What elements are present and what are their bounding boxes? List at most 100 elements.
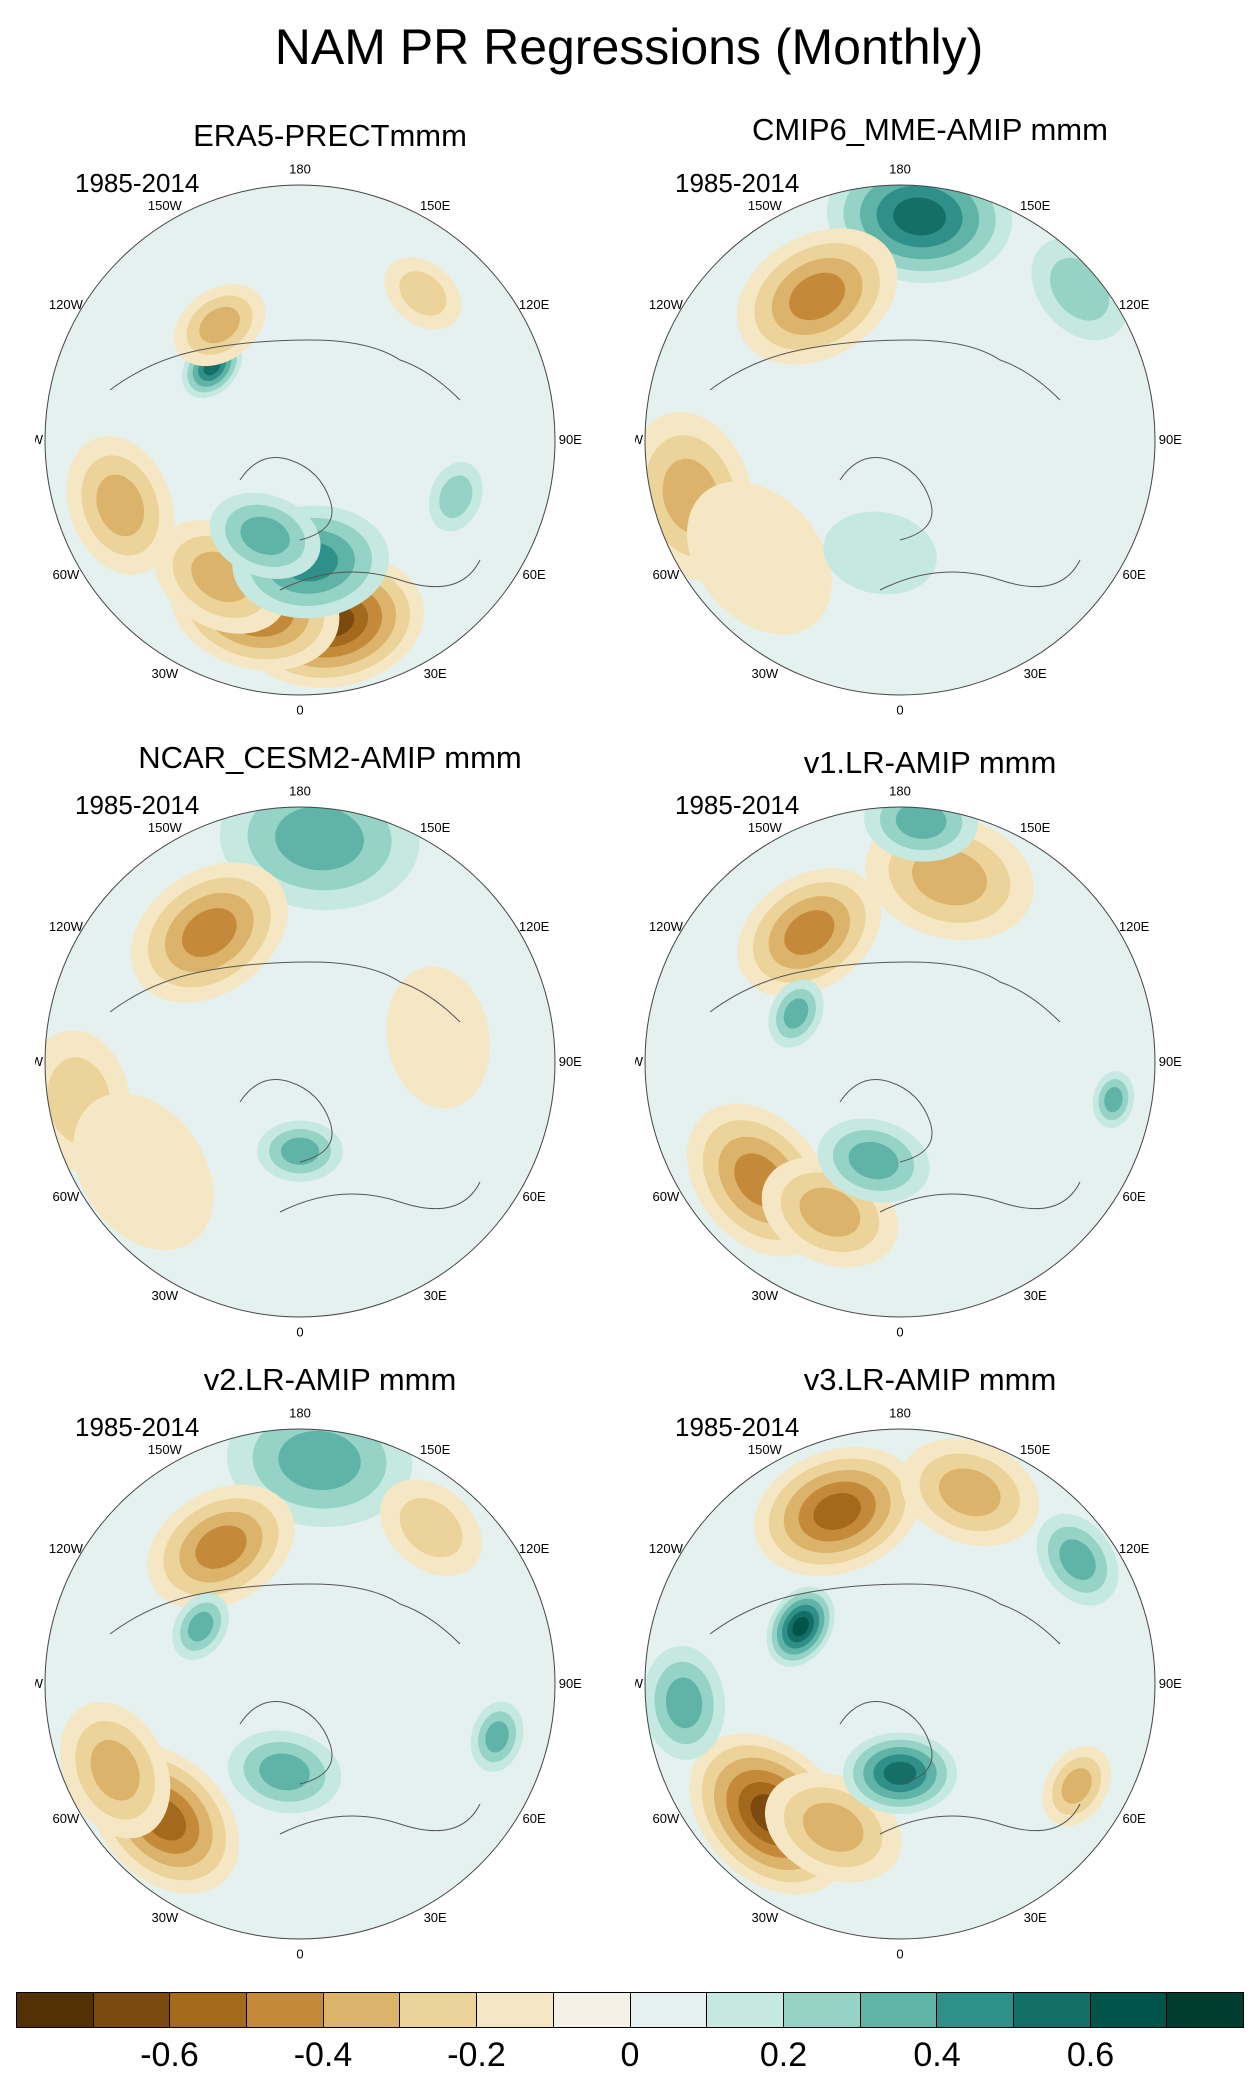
longitude-label: 120W [649, 297, 684, 312]
map-boundary [644, 1428, 1156, 1940]
period-label: 1985-2014 [75, 790, 200, 820]
longitude-label: 150E [420, 1442, 451, 1457]
anomaly-contour [280, 1137, 320, 1165]
coastline [709, 1583, 1081, 1835]
colorbar-segment [93, 1993, 171, 2027]
longitude-label: 90W [635, 1054, 644, 1069]
longitude-label: 90W [635, 1676, 644, 1691]
anomaly-contour [784, 910, 835, 955]
longitude-label: 60E [1123, 567, 1146, 582]
anomaly-contour [259, 1753, 310, 1791]
longitude-label: 30E [1024, 1288, 1047, 1303]
longitude-label: 150E [1020, 820, 1051, 835]
polar-map: 180 150E 120E 90E 60E 30E 0 30W 60W 90W 120W 150W [35, 1406, 582, 1962]
colorbar-segment [400, 1993, 478, 2027]
anomaly-contour [275, 807, 364, 871]
longitude-label: 60E [523, 567, 546, 582]
longitude-label: 30E [1024, 666, 1047, 681]
longitude-label: 150E [420, 820, 451, 835]
anomaly-contour [912, 849, 987, 906]
anomaly-contour [73, 1093, 214, 1251]
longitude-label: 60W [53, 1811, 80, 1826]
longitude-label: 180 [889, 162, 911, 177]
polar-map: 180 150E 120E 90E 60E 30E 0 30W 60W 90W 120W 150W [635, 1406, 1182, 1962]
longitude-label: 90E [1159, 1676, 1182, 1691]
anomaly-contour [96, 474, 145, 537]
anomaly-contour [90, 1739, 140, 1801]
longitude-label: 60W [653, 567, 680, 582]
polar-map: 180 150E 120E 90E 60E 30E 0 30W 60W 90W 120W 150W [635, 784, 1182, 1340]
period-label: 1985-2014 [675, 790, 800, 820]
longitude-label: 120E [1119, 919, 1150, 934]
period-label: 1985-2014 [675, 1412, 800, 1442]
longitude-label: 0 [896, 702, 903, 717]
map-panel: v2.LR-AMIP mmm 1985-2014 180 150E 120E 90E 60E… [35, 1362, 665, 1982]
longitude-label: 150E [1020, 198, 1051, 213]
coastline [709, 961, 1081, 1213]
longitude-label: 150E [420, 198, 451, 213]
anomaly-contour [188, 1611, 214, 1642]
longitude-label: 0 [296, 1324, 303, 1339]
longitude-label: 60W [653, 1811, 680, 1826]
longitude-label: 120E [519, 919, 550, 934]
longitude-label: 0 [896, 1324, 903, 1339]
longitude-label: 150W [148, 198, 183, 213]
longitude-label: 30E [424, 1910, 447, 1925]
anomaly-contour [195, 1525, 247, 1569]
anomaly-contour [792, 1616, 809, 1637]
longitude-label: 180 [289, 1406, 311, 1421]
anomaly-contour [1061, 1768, 1092, 1804]
period-label: 1985-2014 [75, 1412, 200, 1442]
anomaly-contour [848, 1141, 899, 1180]
anomaly-contour [895, 807, 947, 839]
anomaly-contour [687, 481, 832, 635]
longitude-label: 0 [896, 1946, 903, 1961]
anomaly-contour [893, 197, 947, 236]
longitude-label: 30W [151, 1288, 178, 1303]
map-boundary [644, 806, 1156, 1318]
anomaly-contour [883, 1761, 917, 1785]
polar-map: 180 150E 120E 90E 60E 30E 0 30W 60W 90W 120W 150W [635, 162, 1182, 718]
colorbar-segment [17, 1993, 94, 2027]
anomaly-contour [439, 475, 473, 519]
colorbar-segment [170, 1993, 248, 2027]
map-panel: NCAR_CESM2-AMIP mmm 1985-2014 180 150E 120E 9… [35, 740, 665, 1360]
longitude-label: 60E [1123, 1189, 1146, 1204]
longitude-label: 180 [289, 162, 311, 177]
longitude-label: 30E [424, 1288, 447, 1303]
panel-title: v3.LR-AMIP mmm [803, 1362, 1057, 1397]
colorbar-segment [247, 1993, 324, 2027]
anomaly-contour [783, 998, 809, 1029]
longitude-label: 30W [751, 666, 778, 681]
map-boundary [644, 184, 1156, 696]
map-panel: CMIP6_MME-AMIP mmm 1985-2014 180 150E 120E 90… [635, 112, 1258, 738]
anomaly-contour [399, 1498, 463, 1558]
coastline [109, 339, 481, 591]
map-boundary [44, 806, 556, 1318]
anomaly-contour [938, 1468, 1001, 1517]
anomaly-contour [813, 1493, 861, 1530]
map-inner-zone [759, 299, 1041, 581]
coastline [109, 961, 481, 1213]
colorbar-segment [630, 1993, 708, 2027]
longitude-label: 120W [49, 919, 84, 934]
longitude-label: 90E [1159, 432, 1182, 447]
longitude-label: 90E [559, 432, 582, 447]
colorbar-tick-label: 0.6 [1066, 2036, 1115, 2074]
map-panel: v3.LR-AMIP mmm 1985-2014 180 150E 120E 90E 60E… [635, 1362, 1258, 1982]
period-label: 1985-2014 [675, 168, 800, 198]
longitude-label: 60E [523, 1811, 546, 1826]
longitude-label: 30E [1024, 1910, 1047, 1925]
map-boundary [44, 184, 556, 696]
longitude-label: 180 [889, 784, 911, 799]
map-boundary [44, 1428, 556, 1940]
anomaly-contour [399, 271, 447, 316]
anomaly-contour [485, 1721, 509, 1753]
colorbar-segment [1090, 1993, 1168, 2027]
colorbar [16, 1992, 1244, 2028]
longitude-label: 90W [635, 432, 644, 447]
figure-title: NAM PR Regressions (Monthly) [274, 19, 984, 75]
longitude-label: 150E [1020, 1442, 1051, 1457]
anomaly-contour [1059, 1539, 1096, 1581]
longitude-label: 60W [653, 1189, 680, 1204]
